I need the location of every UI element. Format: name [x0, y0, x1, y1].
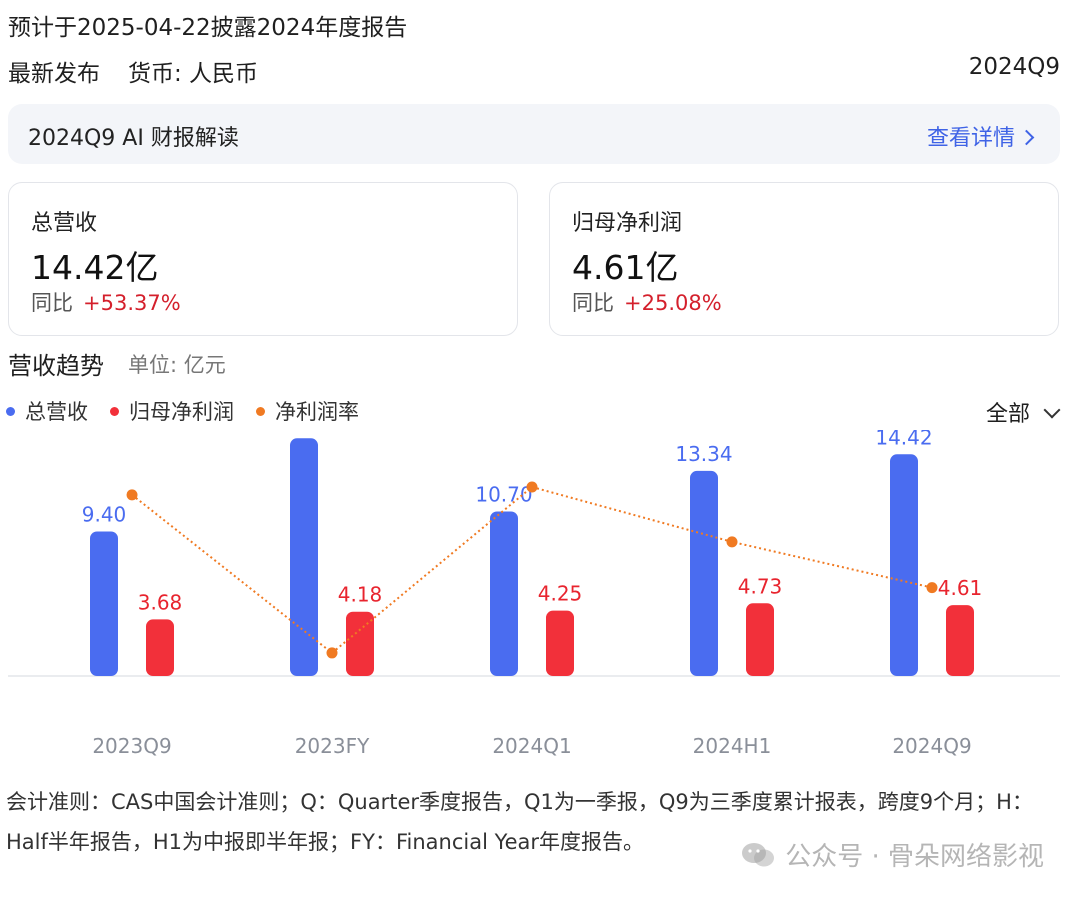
- revenue-data-label: 10.70: [475, 482, 532, 506]
- net-profit-bar: [546, 610, 574, 676]
- net-margin-point: [526, 481, 538, 493]
- watermark-text: 公众号 · 骨朵网络影视: [785, 842, 1044, 872]
- net-margin-line: [131, 485, 933, 655]
- net-profit-data-label: 3.68: [138, 590, 183, 614]
- period-filter-dropdown[interactable]: 全部: [985, 396, 1061, 428]
- accounting-footnote: 会计准则：CAS中国会计准则；Q：Quarter季度报告，Q1为一季报，Q9为三…: [6, 790, 1033, 854]
- revenue-value: 14.42亿: [31, 248, 159, 287]
- revenue-trend-chart: 9.40 3.68 2023Q9 15.46 4.18 2023FY 10.70 4.25 20…: [8, 430, 1060, 758]
- net-profit-card[interactable]: 归母净利润 4.61亿 同比 +25.08%: [549, 182, 1059, 336]
- chevron-down-icon: [1043, 401, 1061, 419]
- view-details-label: 查看详情: [926, 126, 1015, 151]
- net-margin-point: [926, 582, 938, 594]
- revenue-bar: [90, 531, 118, 676]
- legend-dot-icon: [110, 406, 119, 416]
- revenue-yoy: 同比 +53.37%: [31, 287, 181, 317]
- revenue-bar: [690, 470, 718, 676]
- legend-label: 总营收: [25, 400, 88, 424]
- revenue-bar: [290, 438, 318, 676]
- chevron-right-icon: [1018, 129, 1035, 145]
- x-tick-label: 2024Q9: [892, 734, 971, 758]
- net-margin-point: [726, 536, 738, 548]
- legend-label: 净利润率: [275, 400, 359, 424]
- net-profit-bar: [946, 605, 974, 676]
- legend-item-revenue[interactable]: 总营收: [6, 396, 88, 426]
- legend-item-net-margin[interactable]: 净利润率: [256, 396, 359, 426]
- filter-label: 全部: [985, 402, 1030, 427]
- legend-item-net-profit[interactable]: 归母净利润: [110, 396, 234, 426]
- watermark: 公众号 · 骨朵网络影视: [741, 836, 1044, 873]
- x-tick-label: 2023FY: [295, 734, 370, 758]
- trend-unit: 单位: 亿元: [128, 353, 226, 377]
- net-profit-value: 4.61亿: [572, 248, 679, 287]
- legend-dot-icon: [6, 406, 15, 416]
- net-profit-bar: [146, 619, 174, 676]
- ai-report-title: 2024Q9 AI 财报解读: [28, 126, 239, 151]
- net-margin-point: [126, 489, 138, 501]
- revenue-card[interactable]: 总营收 14.42亿 同比 +53.37%: [8, 182, 518, 336]
- net-profit-data-label: 4.18: [338, 583, 383, 607]
- net-profit-data-label: 4.25: [538, 582, 583, 606]
- net-profit-bar: [746, 603, 774, 676]
- net-profit-data-label: 4.73: [738, 574, 783, 598]
- net-profit-data-label: 4.61: [938, 576, 983, 600]
- revenue-yoy-value: +53.37%: [83, 291, 181, 315]
- net-margin-point: [326, 647, 338, 659]
- revenue-data-label: 13.34: [675, 442, 732, 466]
- net-profit-bar: [346, 611, 374, 676]
- revenue-data-label: 9.40: [82, 502, 127, 526]
- legend-label: 归母净利润: [129, 400, 234, 424]
- revenue-label: 总营收: [31, 211, 98, 236]
- x-tick-label: 2024Q1: [492, 734, 571, 758]
- net-profit-yoy-value: +25.08%: [624, 291, 722, 315]
- net-profit-label: 归母净利润: [572, 211, 683, 236]
- x-tick-label: 2023Q9: [92, 734, 171, 758]
- currency-label: 货币: 人民币: [128, 61, 259, 87]
- wechat-icon: [742, 842, 775, 866]
- revenue-bar: [490, 511, 518, 676]
- period-selector[interactable]: 2024Q9: [968, 54, 1060, 80]
- yoy-label: 同比: [572, 291, 614, 315]
- view-details-link[interactable]: 查看详情: [926, 120, 1035, 152]
- net-profit-yoy: 同比 +25.08%: [572, 287, 722, 317]
- revenue-data-label: 14.42: [875, 430, 932, 449]
- trend-title: 营收趋势: [8, 352, 104, 380]
- revenue-bar: [890, 454, 918, 676]
- yoy-label: 同比: [31, 291, 73, 315]
- revenue-data-label: 15.46: [275, 430, 332, 433]
- disclosure-notice: 预计于2025-04-22披露2024年度报告: [8, 15, 408, 41]
- ai-report-bar[interactable]: 2024Q9 AI 财报解读 查看详情: [8, 104, 1060, 164]
- x-tick-label: 2024H1: [693, 734, 772, 758]
- legend-dot-icon: [256, 406, 265, 416]
- latest-release-label: 最新发布: [8, 61, 100, 87]
- chart-legend: 总营收 归母净利润 净利润率: [6, 396, 359, 426]
